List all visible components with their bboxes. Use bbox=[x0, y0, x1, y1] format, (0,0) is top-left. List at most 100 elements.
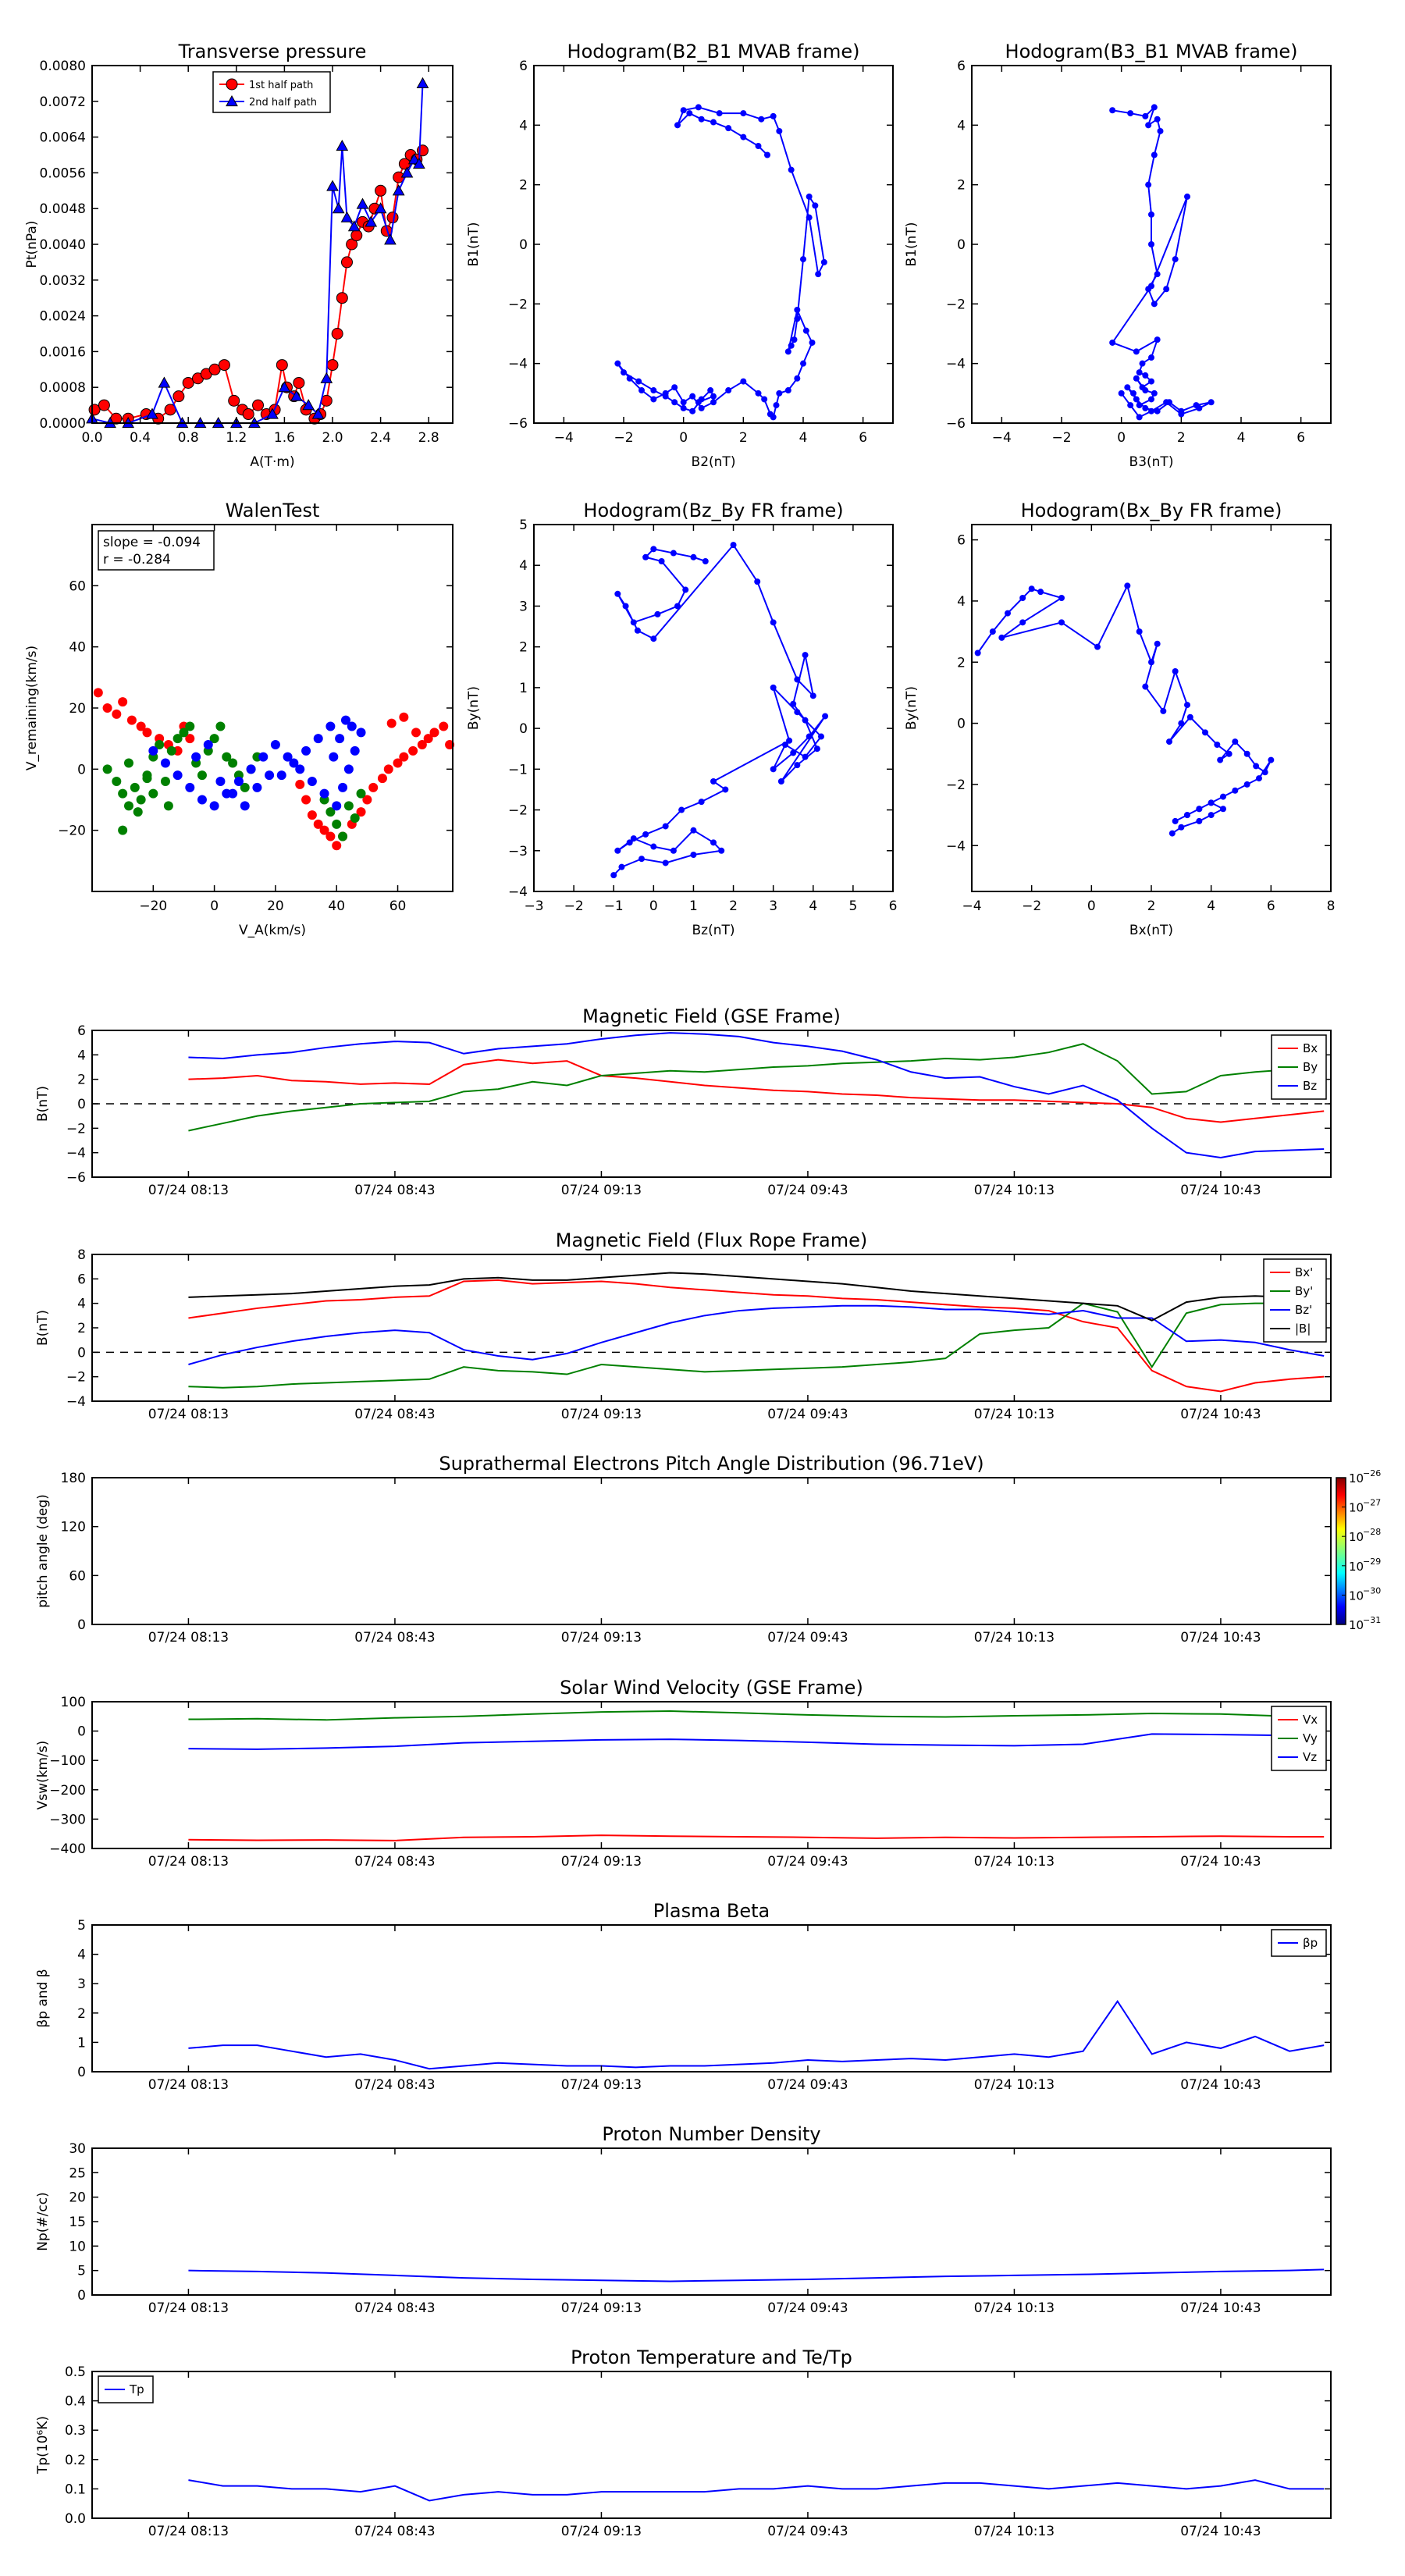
h2-series-0-point-40 bbox=[1208, 399, 1215, 406]
h3-series-0-point-37 bbox=[698, 799, 705, 806]
h4-ylabel: By(nT) bbox=[904, 686, 919, 730]
h3-series-0-point-27 bbox=[790, 749, 797, 756]
walen-ytick-label-0: −20 bbox=[58, 824, 86, 839]
walen-series-2-point-24 bbox=[276, 770, 286, 781]
h4-series-0-point-21 bbox=[1186, 713, 1193, 720]
walen-series-2-point-7 bbox=[233, 777, 244, 786]
h1-series-0-point-37 bbox=[755, 390, 762, 397]
pad-frame bbox=[91, 1477, 1332, 1625]
h4-series-0-point-28 bbox=[1253, 763, 1260, 770]
mag_fr-xtick-label-1: 07/24 08:43 bbox=[354, 1407, 435, 1422]
tp-series-1-point-14 bbox=[311, 407, 325, 419]
beta-ytick-label-3: 3 bbox=[77, 1976, 86, 1992]
h2-series-0-point-27 bbox=[1133, 375, 1140, 382]
walen-series-2-point-26 bbox=[203, 740, 213, 749]
tp-series-1-point-24 bbox=[384, 233, 397, 245]
h2-series-0-point-10 bbox=[1148, 241, 1154, 247]
tp-xtick-label-0: 0.0 bbox=[81, 430, 102, 446]
h2-title: Hodogram(B3_B1 MVAB frame) bbox=[1005, 41, 1298, 62]
h4-frame bbox=[971, 524, 1332, 892]
h2-series-0-point-8 bbox=[1145, 181, 1152, 188]
tp-series-0-point-29 bbox=[336, 292, 348, 304]
beta-frame bbox=[91, 1924, 1332, 2073]
h1-series-0-point-49 bbox=[614, 360, 621, 367]
beta-title: Plasma Beta bbox=[653, 1900, 770, 1922]
vel-xtick-label-0: 07/24 08:13 bbox=[148, 1854, 229, 1870]
walen-series-0-point-23 bbox=[368, 782, 379, 792]
h3-series-0-point-14 bbox=[730, 542, 737, 549]
mag_gse-xtick-label-0: 07/24 08:13 bbox=[148, 1183, 229, 1198]
walen-ytick-label-3: 40 bbox=[69, 640, 86, 656]
beta-xtick-label-0: 07/24 08:13 bbox=[148, 2077, 229, 2093]
h4-series-0-point-43 bbox=[1208, 812, 1215, 819]
h3-series-0-point-0 bbox=[702, 558, 709, 564]
h2-ylabel: B1(nT) bbox=[904, 222, 919, 267]
walen-series-2-point-0 bbox=[148, 745, 158, 756]
walen-series-2-point-32 bbox=[340, 715, 350, 725]
tp-series-1-point-13 bbox=[302, 399, 315, 411]
walen-series-0-point-4 bbox=[126, 715, 137, 725]
vel-xtick-label-2: 07/24 09:13 bbox=[561, 1854, 642, 1870]
h1-series-0-point-25 bbox=[784, 348, 791, 355]
tp-series-1-point-29 bbox=[416, 76, 429, 88]
mag_gse-xtick-label-1: 07/24 08:43 bbox=[354, 1183, 435, 1198]
tpp-ytick-label-4: 0.4 bbox=[65, 2394, 86, 2410]
walen-xtick-label-2: 20 bbox=[267, 898, 284, 914]
h2-series-0-point-11 bbox=[1154, 271, 1161, 278]
walen-series-2-point-33 bbox=[347, 721, 357, 731]
h3-series-0-point-6 bbox=[682, 586, 689, 593]
h3-xtick-label-6: 3 bbox=[769, 898, 777, 914]
mag_gse-ytick-label-0: −6 bbox=[66, 1170, 86, 1186]
h2-series-0-point-47 bbox=[1118, 390, 1125, 397]
walen-series-1-point-37 bbox=[142, 774, 152, 784]
tp-legend-label-1: 2nd half path bbox=[249, 97, 317, 109]
tp-legend-marker-1 bbox=[226, 94, 238, 107]
walen-series-2-point-13 bbox=[307, 777, 317, 786]
h1-series-0-point-24 bbox=[788, 342, 795, 349]
h2-ytick-label-2: −2 bbox=[946, 297, 966, 312]
h3-xtick-label-2: −1 bbox=[604, 898, 624, 914]
tp-xtick-label-4: 1.6 bbox=[274, 430, 295, 446]
h3-series-0-point-31 bbox=[818, 733, 824, 740]
h1-series-0-point-4 bbox=[710, 119, 717, 126]
pad-colorbar-exp-4: −30 bbox=[1363, 1585, 1381, 1596]
tpp-ytick-label-5: 0.5 bbox=[65, 2364, 86, 2380]
walen-series-2-point-1 bbox=[160, 758, 170, 768]
mag_fr-ytick-label-4: 4 bbox=[77, 1297, 86, 1312]
h4-series-0-point-19 bbox=[1178, 720, 1185, 727]
walen-series-0-point-35 bbox=[399, 712, 409, 722]
h1-ytick-label-1: −4 bbox=[508, 357, 528, 372]
h2-ytick-label-5: 4 bbox=[957, 118, 966, 133]
h3-series-0-point-15 bbox=[754, 578, 761, 585]
walen-ytick-label-2: 20 bbox=[69, 701, 86, 717]
walen-series-0-point-14 bbox=[307, 810, 317, 820]
vel-series-1 bbox=[188, 1710, 1325, 1721]
h1-xtick-label-5: 6 bbox=[859, 430, 867, 446]
mag_fr-series-3 bbox=[188, 1272, 1325, 1322]
walen-series-1-point-17 bbox=[209, 734, 219, 744]
walen-series-2-point-25 bbox=[191, 752, 201, 762]
np-series-0 bbox=[188, 2268, 1325, 2282]
tpp-frame bbox=[91, 2371, 1332, 2519]
h3-ytick-label-0: −4 bbox=[508, 884, 528, 900]
tp-series-1-point-12 bbox=[290, 390, 303, 401]
h1-series-0-point-31 bbox=[784, 387, 791, 394]
h1-series-0-point-6 bbox=[686, 110, 693, 117]
h1-series-0-line bbox=[617, 106, 825, 419]
h3-series-0-point-5 bbox=[658, 558, 665, 564]
h3-series-0-point-39 bbox=[662, 823, 669, 830]
h3-series-0-point-2 bbox=[670, 550, 677, 557]
tp-title: Transverse pressure bbox=[178, 41, 367, 62]
walen-series-0-point-22 bbox=[362, 795, 372, 805]
walen-series-2-point-20 bbox=[325, 721, 336, 731]
h3-ytick-label-2: −2 bbox=[508, 803, 528, 819]
walen-series-0-point-5 bbox=[136, 721, 146, 731]
h3-series-0-point-19 bbox=[802, 652, 809, 659]
h1-series-0-point-41 bbox=[698, 404, 705, 411]
walen-annotation-box bbox=[98, 530, 215, 571]
beta-xtick-label-3: 07/24 09:43 bbox=[767, 2077, 848, 2093]
vel-ytick-label-2: −200 bbox=[49, 1783, 86, 1799]
h4-series-0-point-25 bbox=[1217, 756, 1224, 763]
h2-series-0-point-4 bbox=[1145, 122, 1152, 129]
pad-ytick-label-0: 0 bbox=[77, 1617, 86, 1633]
